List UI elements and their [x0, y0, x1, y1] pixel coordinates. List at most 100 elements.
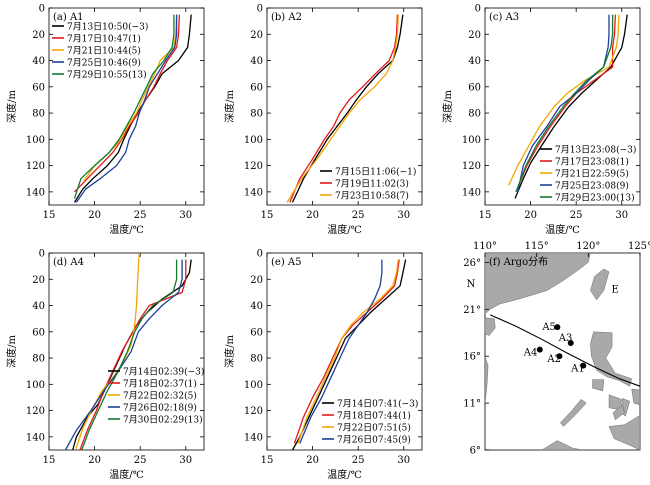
lon-tick-label: 115° — [525, 241, 549, 252]
y-tick-label: 120 — [26, 406, 45, 417]
lon-tick-label: 120° — [576, 241, 600, 252]
x-tick-label: 25 — [134, 210, 147, 221]
y-tick-label: 80 — [32, 109, 45, 120]
panel-label: (f) Argo分布 — [489, 256, 548, 268]
series-line-4 — [64, 259, 183, 451]
y-tick-label: 60 — [250, 82, 263, 93]
y-tick-label: 20 — [250, 30, 263, 41]
station-label-a4: A4 — [523, 348, 538, 359]
y-tick-label: 40 — [468, 56, 481, 67]
panel-3: 15 20 25 30 0 20 40 60 80 100 120 140 温度/℃ 深度/m (c) A3… — [441, 4, 641, 236]
legend-label-3: 7月21日10:44(5) — [67, 46, 141, 57]
series-line-5 — [73, 14, 175, 199]
series-line-1 — [291, 259, 407, 451]
plot-frame — [266, 252, 423, 451]
x-tick-label: 25 — [352, 455, 365, 466]
legend-label-4: 7月26日07:45(9) — [337, 435, 411, 446]
y-tick-label: 140 — [244, 187, 263, 198]
x-tick-label: 20 — [306, 455, 319, 466]
y-tick-label: 80 — [250, 354, 263, 365]
x-axis-label: 温度/℃ — [109, 468, 144, 481]
x-tick-label: 30 — [179, 210, 192, 221]
y-tick-label: 140 — [26, 432, 45, 443]
station-label-a2: A2 — [546, 354, 561, 365]
y-tick-label: 0 — [257, 4, 263, 15]
legend-label-3: 7月22日07:51(5) — [337, 423, 411, 434]
series-line-3 — [297, 259, 399, 444]
land-mindanao — [608, 414, 641, 451]
series-line-5 — [515, 14, 614, 193]
land-mainland — [484, 252, 591, 315]
x-tick-label: 30 — [397, 455, 410, 466]
track-line — [489, 314, 641, 387]
y-tick-label: 120 — [244, 406, 263, 417]
plot-frame — [48, 252, 205, 451]
x-axis-label: 温度/℃ — [327, 223, 362, 236]
legend-label-1: 7月13日23:08(−3) — [555, 145, 636, 156]
land-samar-leyte — [631, 388, 641, 406]
legend: 7月13日23:08(−3)7月17日23:08(1)7月21日22:59(5)… — [540, 145, 636, 204]
y-tick-label: 60 — [32, 82, 45, 93]
series-line-1 — [73, 14, 192, 203]
station-marker-a3 — [567, 340, 574, 347]
x-tick-label: 15 — [43, 210, 56, 221]
y-tick-label: 140 — [462, 187, 481, 198]
legend: 7月14日07:41(−3)7月18日07:44(1)7月22日07:51(5)… — [322, 399, 418, 446]
panel-label: (a) A1 — [53, 12, 84, 23]
station-label-a3: A3 — [558, 333, 573, 344]
land-mindoro — [592, 379, 605, 392]
legend-label-1: 7月14日02:39(−3) — [123, 367, 204, 378]
x-tick-label: 20 — [306, 210, 319, 221]
y-tick-label: 60 — [250, 327, 263, 338]
y-tick-label: 40 — [250, 301, 263, 312]
y-tick-label: 120 — [26, 161, 45, 172]
panel-label: (e) A5 — [271, 257, 301, 268]
y-axis-label: 深度/m — [5, 90, 18, 123]
land-hainan — [484, 317, 496, 336]
y-axis-label: 深度/m — [223, 335, 236, 368]
legend-label-4: 7月26日02:18(9) — [123, 403, 197, 414]
legend: 7月13日10:50(−3)7月17日10:47(1)7月21日10:44(5)… — [52, 22, 148, 81]
y-tick-label: 80 — [32, 354, 45, 365]
y-axis-label: 深度/m — [5, 335, 18, 368]
panel-4: 15 20 25 30 0 20 40 60 80 100 120 140 温度/℃ 深度/m (d) A4… — [5, 249, 204, 482]
x-tick-label: 30 — [615, 210, 628, 221]
y-tick-label: 40 — [32, 56, 45, 67]
legend-label-2: 7月18日02:37(1) — [123, 379, 197, 390]
y-tick-label: 100 — [244, 380, 263, 391]
legend-label-1: 7月13日10:50(−3) — [67, 22, 148, 33]
y-tick-label: 100 — [244, 135, 263, 146]
y-axis-label: 深度/m — [223, 90, 236, 123]
x-tick-label: 20 — [88, 455, 101, 466]
panel-label: (d) A4 — [53, 257, 84, 268]
series-line-3 — [286, 14, 399, 203]
legend-label-4: 7月25日23:08(9) — [555, 181, 629, 192]
y-tick-label: 120 — [244, 161, 263, 172]
land-borneo — [541, 440, 584, 451]
y-tick-label: 0 — [257, 249, 263, 260]
lat-tick-label: 26° — [463, 258, 481, 269]
legend-label-2: 7月18日07:44(1) — [337, 411, 411, 422]
legend-label-5: 7月29日10:55(13) — [67, 70, 147, 81]
x-tick-label: 25 — [352, 210, 365, 221]
legend-label-4: 7月25日10:46(9) — [67, 58, 141, 69]
y-tick-label: 20 — [32, 275, 45, 286]
y-tick-label: 120 — [462, 161, 481, 172]
x-tick-label: 15 — [43, 455, 56, 466]
lat-tick-label: 21° — [463, 305, 481, 316]
y-tick-label: 0 — [39, 249, 45, 260]
panel-5: 15 20 25 30 0 20 40 60 80 100 120 140 温度/℃ 深度/m (e) A5… — [223, 249, 423, 481]
land-taiwan — [590, 268, 610, 301]
legend-label-5: 7月30日02:29(13) — [123, 415, 203, 426]
series-line-3 — [508, 14, 620, 186]
y-tick-label: 140 — [244, 432, 263, 443]
x-tick-label: 25 — [570, 210, 583, 221]
legend-label-1: 7月15日11:06(−1) — [335, 167, 416, 178]
legend-label-1: 7月14日07:41(−3) — [337, 399, 418, 410]
station-marker-a2 — [556, 353, 563, 360]
y-axis-label: 深度/m — [441, 90, 454, 123]
legend: 7月15日11:06(−1)7月19日11:02(3)7月23日10:58(7) — [320, 167, 416, 202]
x-tick-label: 25 — [134, 455, 147, 466]
station-marker-a5 — [554, 324, 561, 331]
